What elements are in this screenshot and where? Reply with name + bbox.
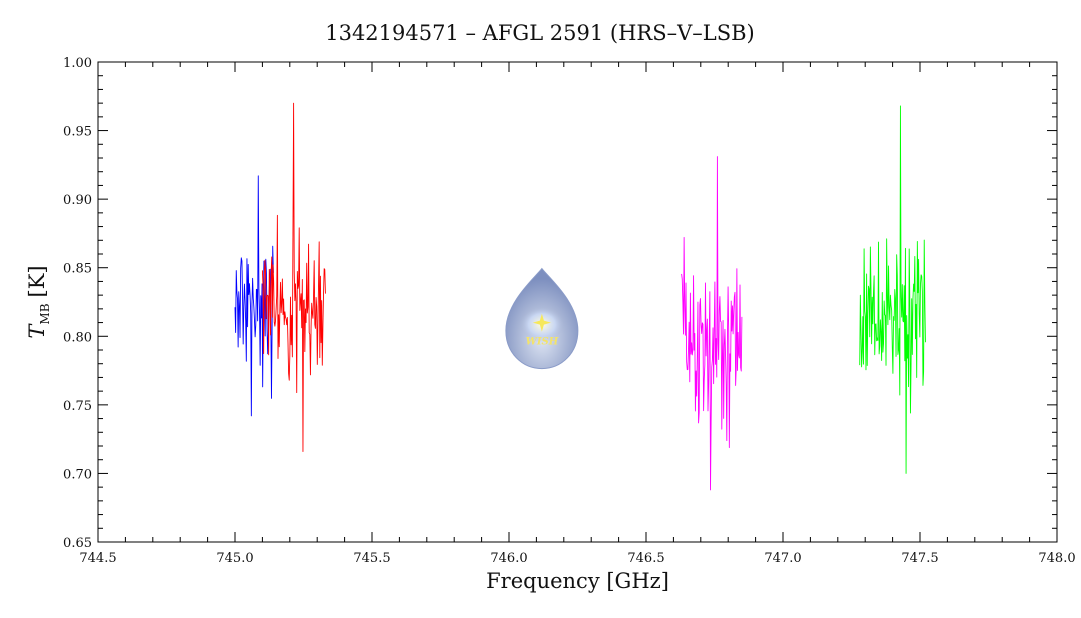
plot-frame (97, 61, 1058, 543)
y-axis-label-unit: [K] (25, 265, 49, 297)
chart-title: 1342194571 – AFGL 2591 (HRS–V–LSB) (325, 21, 755, 45)
x-tick-label: 746.5 (627, 551, 664, 566)
wish-logo: WISH (505, 267, 579, 370)
x-tick-label: 748.0 (1038, 551, 1075, 566)
spectrum-series-line (261, 102, 326, 452)
x-tick-label: 747.5 (901, 551, 938, 566)
y-tick-label: 0.90 (63, 193, 92, 208)
x-tick-label: 745.0 (216, 551, 253, 566)
y-tick-label: 0.85 (63, 262, 92, 277)
x-tick-label: 745.5 (353, 551, 390, 566)
y-axis-label-symbol: T (25, 323, 49, 339)
spectrum-series-line (681, 156, 743, 491)
y-tick-label: 0.65 (63, 536, 92, 551)
spectrum-series-line (859, 105, 926, 474)
y-tick-label: 0.75 (63, 399, 92, 414)
svg-text:TMB[K]: TMB [K] (25, 265, 52, 338)
x-tick-label: 744.5 (79, 551, 116, 566)
x-tick-label: 747.0 (764, 551, 801, 566)
y-tick-label: 1.00 (63, 56, 92, 71)
y-tick-label: 0.80 (63, 330, 92, 345)
x-tick-label: 746.0 (490, 551, 527, 566)
x-axis-label: Frequency [GHz] (486, 569, 669, 593)
spectrum-series-line (234, 175, 274, 417)
y-tick-label: 0.95 (63, 125, 92, 140)
y-axis-label-subscript: MB (38, 303, 52, 324)
y-tick-label: 0.70 (63, 467, 92, 482)
axes: 744.5 745.0 745.5 746.0 746.5 747.0 747.5 748.0… (63, 56, 1076, 566)
star-icon (532, 313, 551, 332)
y-axis-label: TMB [K] (25, 265, 52, 338)
logo-wordmark: WISH (526, 337, 559, 348)
series-layer (234, 102, 926, 491)
